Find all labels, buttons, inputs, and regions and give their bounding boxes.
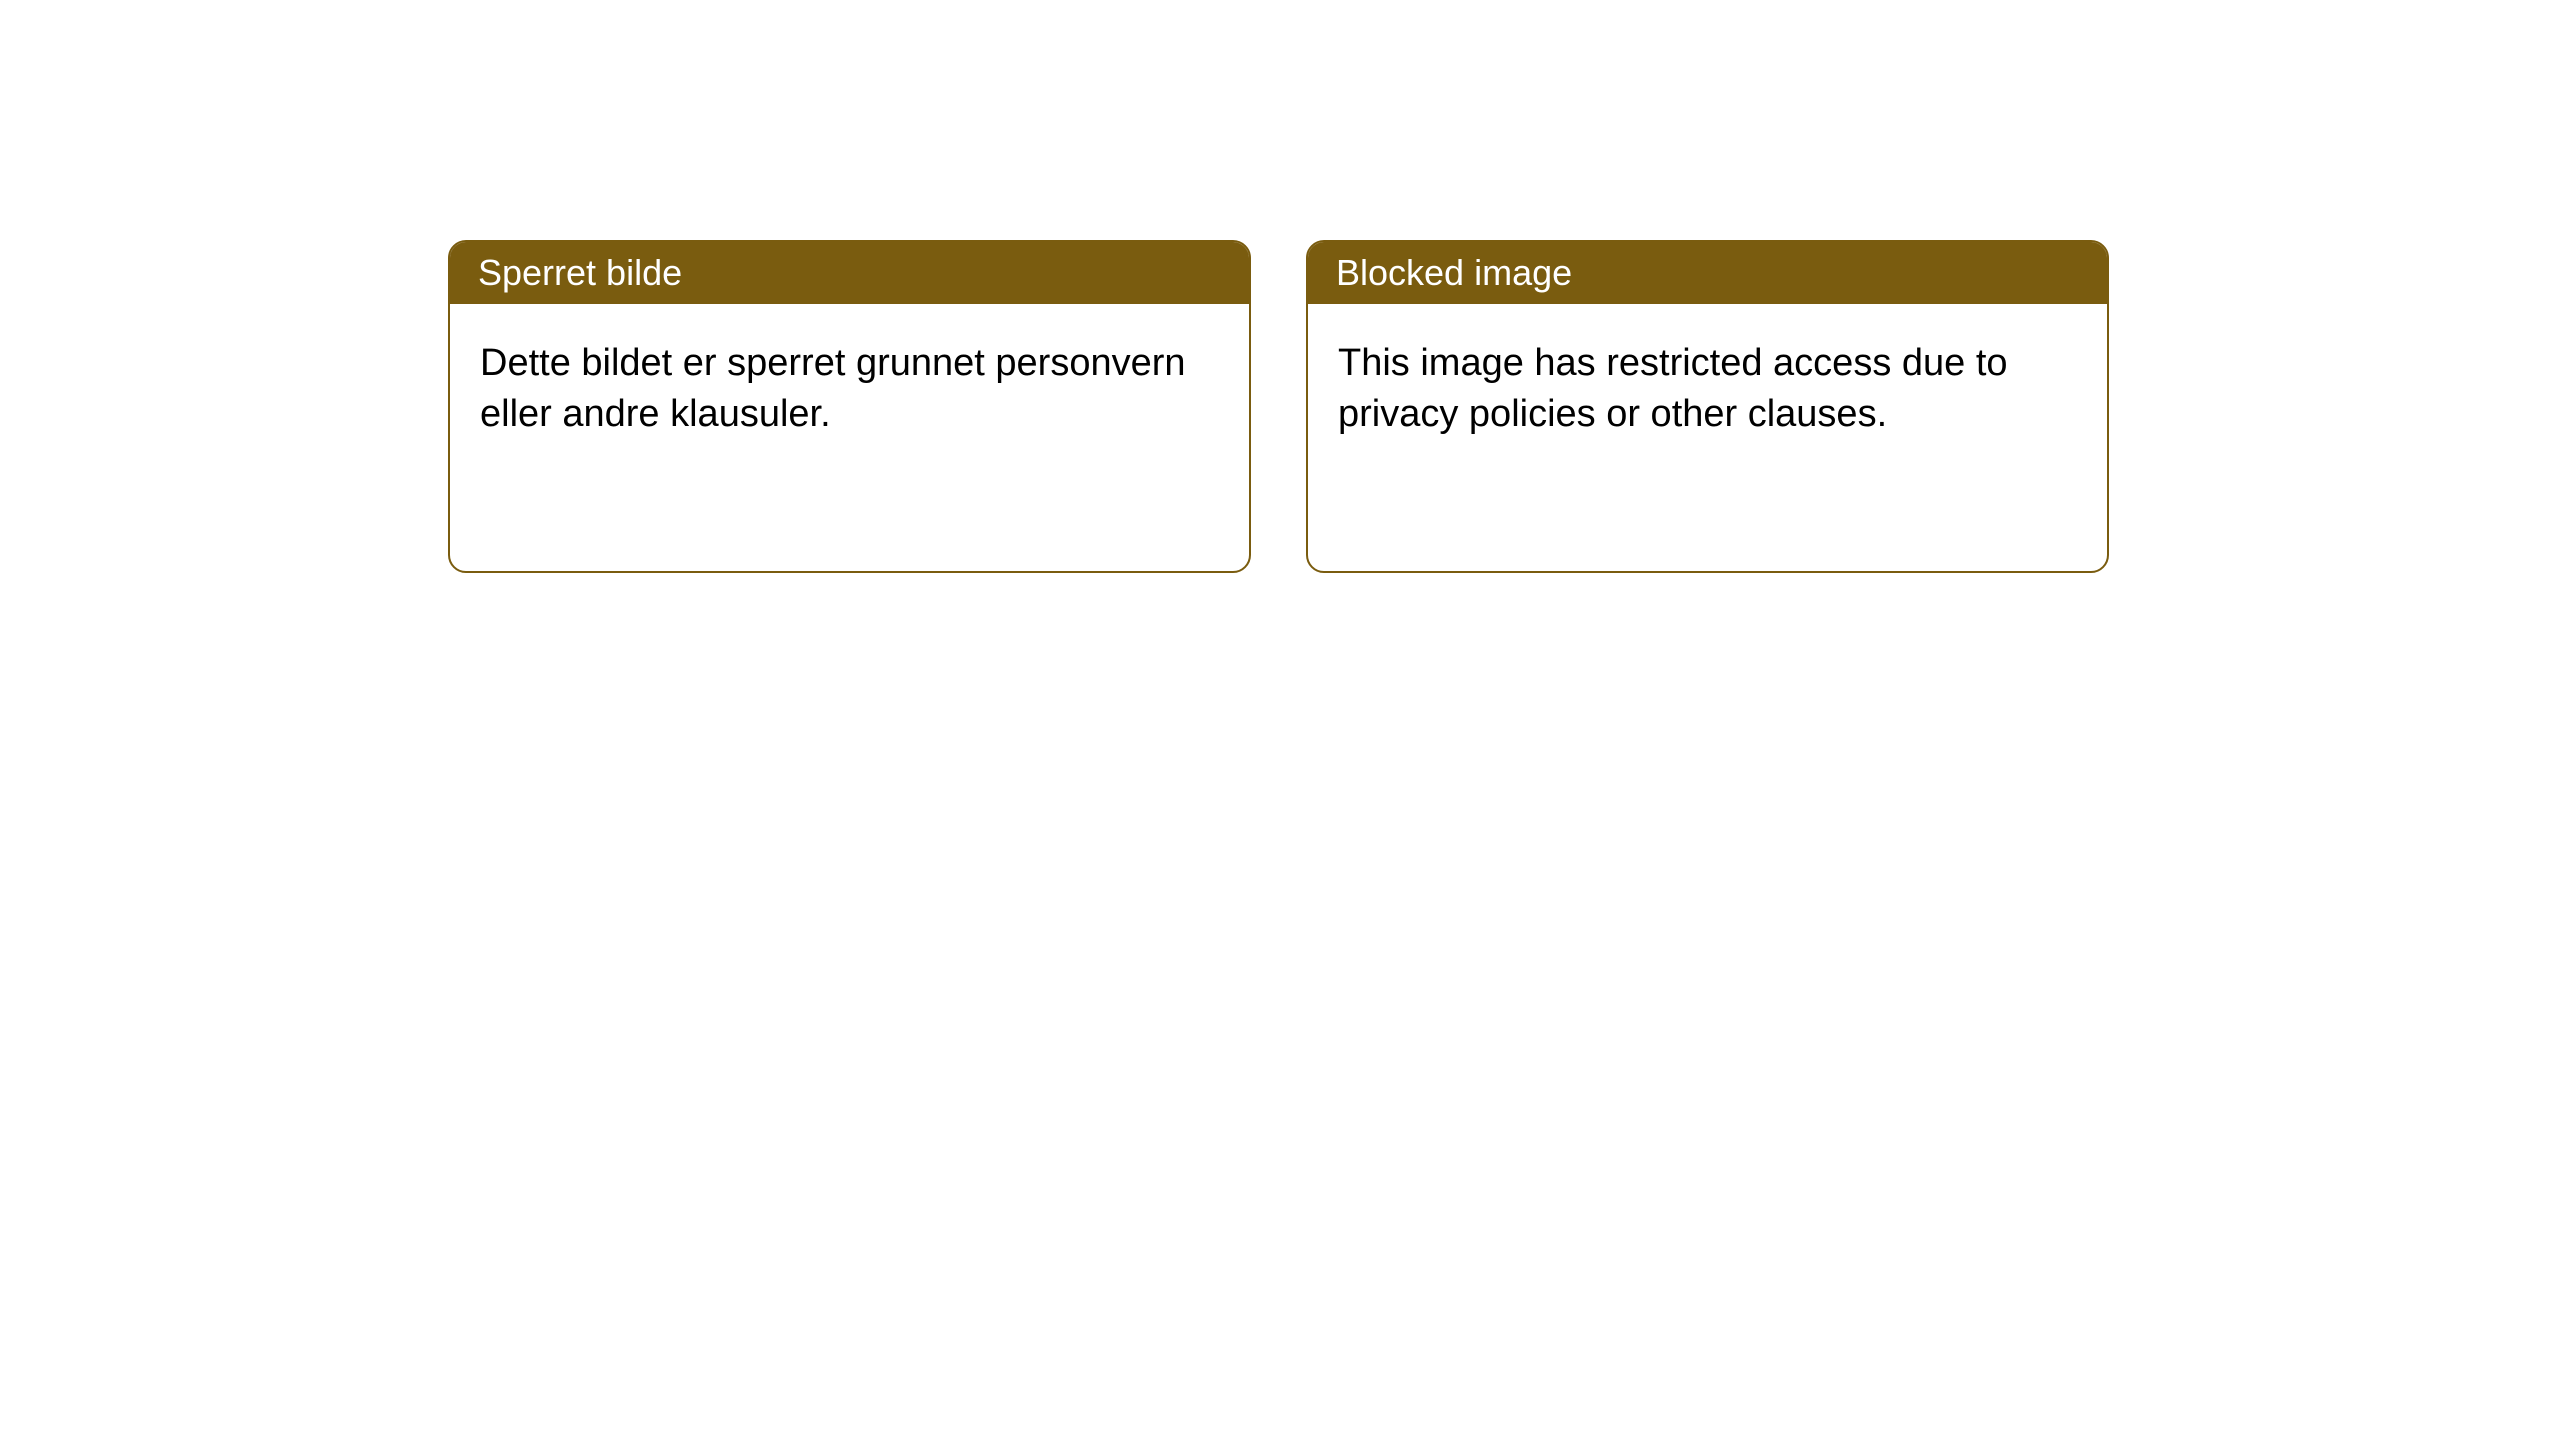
notice-card-english: Blocked image This image has restricted … bbox=[1306, 240, 2109, 573]
notice-message: This image has restricted access due to … bbox=[1338, 342, 2008, 435]
notice-message: Dette bildet er sperret grunnet personve… bbox=[480, 342, 1186, 435]
notice-header: Blocked image bbox=[1308, 242, 2107, 304]
notice-body: Dette bildet er sperret grunnet personve… bbox=[450, 304, 1249, 475]
notice-title: Blocked image bbox=[1336, 252, 1572, 294]
notice-body: This image has restricted access due to … bbox=[1308, 304, 2107, 475]
notice-card-norwegian: Sperret bilde Dette bildet er sperret gr… bbox=[448, 240, 1251, 573]
notice-container: Sperret bilde Dette bildet er sperret gr… bbox=[0, 0, 2560, 573]
notice-header: Sperret bilde bbox=[450, 242, 1249, 304]
notice-title: Sperret bilde bbox=[478, 252, 682, 294]
